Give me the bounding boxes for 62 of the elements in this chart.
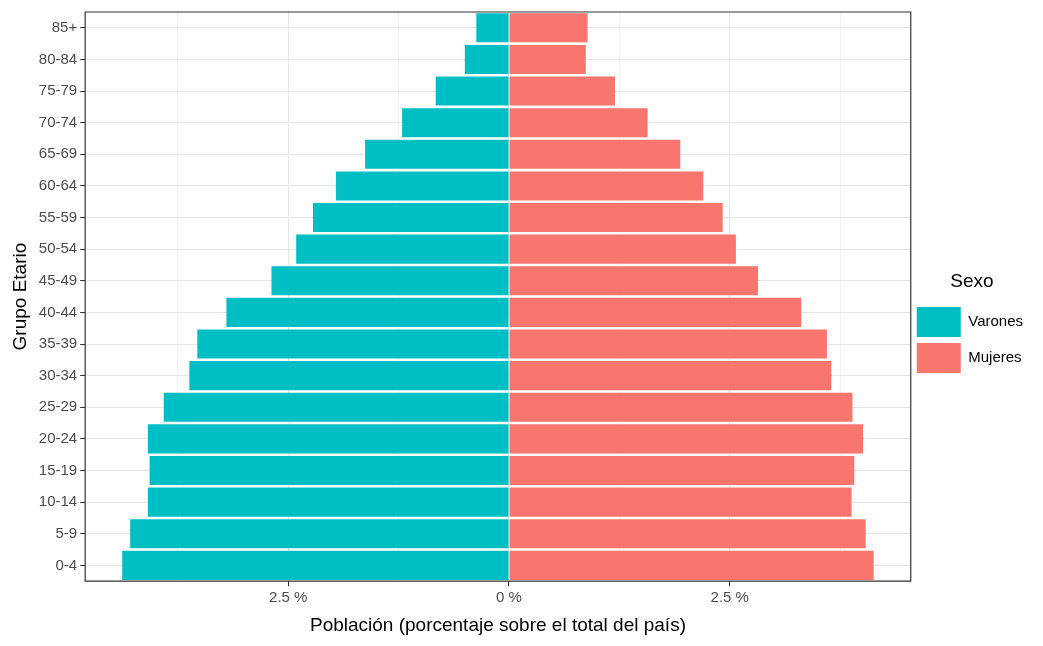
y-tick-label: 40-44 (38, 302, 78, 320)
bar (435, 76, 509, 106)
bar (509, 424, 864, 454)
legend-label: Varones (968, 312, 1024, 330)
bar (509, 392, 853, 422)
bar (509, 171, 704, 201)
bar (271, 266, 509, 296)
bar (296, 234, 509, 264)
bar (509, 76, 615, 106)
bar (365, 139, 509, 169)
bar (122, 550, 509, 580)
y-tick-label: 50-54 (38, 239, 78, 257)
bar (509, 203, 723, 233)
bar (189, 361, 509, 391)
x-tick-label: 2.5 % (269, 588, 308, 606)
bar (509, 487, 852, 517)
bar (402, 108, 509, 138)
y-tick-label: 0-4 (55, 555, 78, 573)
y-tick-label: 20-24 (38, 429, 78, 447)
legend-title: Sexo (950, 269, 994, 291)
bar (509, 455, 855, 486)
y-tick-label: 5-9 (55, 523, 78, 541)
bar (197, 329, 509, 359)
y-tick-label: 55-59 (38, 207, 78, 225)
y-tick-label: 35-39 (38, 334, 78, 352)
y-tick-label: 15-19 (38, 460, 78, 478)
bar (509, 550, 874, 580)
bar (509, 266, 758, 296)
bar (476, 13, 509, 43)
bar (509, 234, 736, 264)
bar (147, 487, 509, 517)
y-tick-label: 75-79 (38, 81, 78, 99)
y-tick-label: 80-84 (38, 49, 78, 67)
x-tick-label: 2.5 % (710, 588, 749, 606)
bar (509, 108, 648, 138)
bar (509, 13, 588, 43)
bar (509, 44, 586, 74)
bar (147, 424, 509, 454)
y-tick-label: 45-49 (38, 270, 78, 288)
bar (130, 519, 509, 549)
bar (509, 139, 681, 169)
bar (226, 297, 509, 327)
bar (509, 519, 866, 549)
y-tick-label: 65-69 (38, 144, 78, 162)
y-tick-label: 85+ (51, 17, 78, 35)
y-tick-label: 60-64 (38, 176, 78, 194)
bar (509, 329, 827, 359)
y-tick-label: 25-29 (38, 397, 78, 415)
x-tick-label: 0 % (496, 588, 522, 606)
y-tick-label: 70-74 (38, 112, 78, 130)
bar (149, 455, 509, 486)
y-axis-title: Grupo Etario (8, 242, 30, 351)
legend-label: Mujeres (968, 348, 1022, 366)
y-tick-label: 30-34 (38, 365, 78, 383)
bar (312, 203, 509, 233)
bar (163, 392, 509, 422)
y-tick-label: 10-14 (38, 492, 78, 510)
bar (464, 44, 509, 74)
bar (335, 171, 509, 201)
bar (509, 297, 802, 327)
x-axis-title: Población (porcentaje sobre el total del país) (309, 613, 686, 635)
bar (509, 361, 832, 391)
